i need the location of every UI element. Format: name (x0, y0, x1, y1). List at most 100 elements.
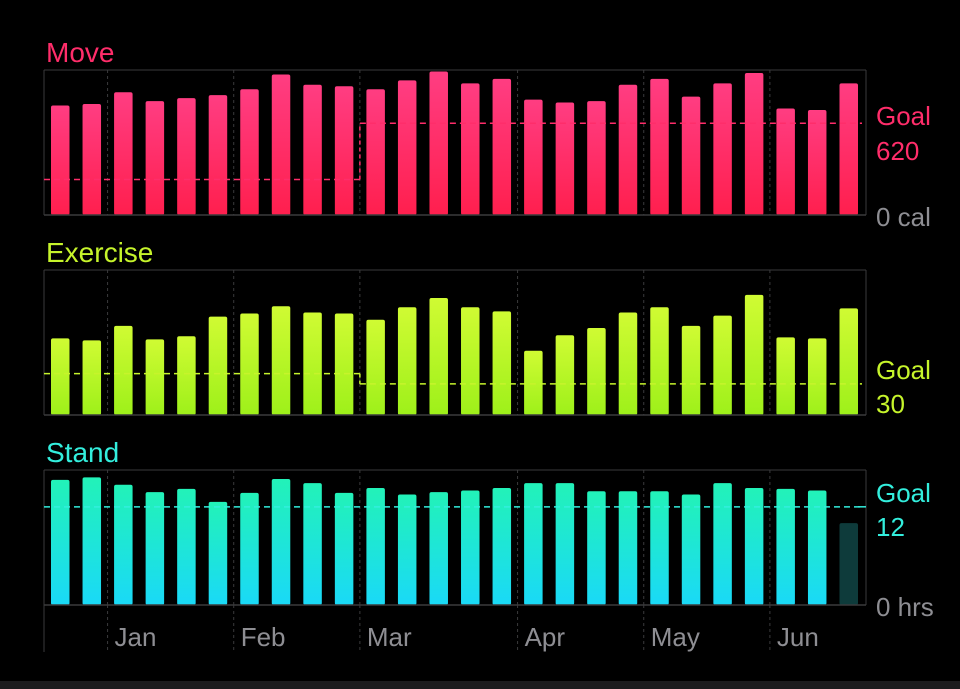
exercise-bar (208, 316, 228, 415)
move-bar (618, 84, 638, 215)
exercise-bar (303, 312, 322, 415)
stand-bar (177, 488, 196, 605)
exercise-bar (650, 307, 669, 415)
stand-bar (429, 492, 448, 605)
stand-bar (807, 490, 827, 605)
exercise-bar (681, 325, 701, 415)
stand-bar (461, 490, 480, 605)
move-bar (524, 99, 543, 215)
exercise-bar (461, 307, 480, 415)
stand-bar (839, 523, 858, 605)
move-bar (145, 101, 165, 215)
exercise-bar (713, 315, 732, 415)
move-bar (334, 86, 354, 215)
exercise-bar (51, 338, 70, 415)
move-bar (776, 108, 795, 215)
exercise-bar (839, 308, 858, 415)
exercise-bar (334, 313, 354, 415)
baseline-label: 0 hrs (876, 592, 934, 622)
goal-value: 30 (876, 389, 905, 419)
stand-bar (555, 483, 575, 605)
goal-value: 620 (876, 136, 919, 166)
move-bar (587, 101, 606, 215)
stand-bar (114, 484, 133, 605)
stand-bar (271, 479, 291, 605)
stand-bar (713, 483, 732, 605)
stand-bar (776, 488, 795, 605)
move-bar (303, 84, 322, 215)
move-bar (177, 98, 196, 215)
panel-exercise: Exercise Goal 30 (43, 237, 931, 419)
move-bar (397, 80, 417, 215)
stand-bar (208, 501, 228, 605)
stand-bar (744, 488, 764, 605)
panel-title: Move (46, 37, 114, 68)
move-bar (492, 78, 512, 215)
move-bar (461, 83, 480, 215)
exercise-bar (492, 311, 512, 415)
stand-bar (303, 483, 322, 605)
panel-stand: Stand Goal 12 0 hrs (43, 437, 934, 622)
move-bar (208, 95, 228, 215)
exercise-bar (366, 319, 385, 415)
exercise-bar (114, 325, 133, 415)
move-bar (240, 89, 259, 215)
stand-bar (397, 494, 417, 605)
exercise-bar (776, 337, 795, 415)
stand-bar (366, 488, 385, 605)
month-label: Apr (525, 622, 566, 652)
month-label: May (651, 622, 700, 652)
move-bar (681, 96, 701, 215)
stand-bar (524, 483, 543, 605)
goal-value: 12 (876, 512, 905, 542)
stand-bar (51, 479, 70, 605)
stand-bar (618, 491, 638, 605)
stand-bar (334, 492, 354, 605)
month-label: Jun (777, 622, 819, 652)
exercise-bar (240, 313, 259, 415)
move-bar (744, 72, 764, 215)
move-bar (807, 109, 827, 215)
month-label: Mar (367, 622, 412, 652)
move-bar (555, 102, 575, 215)
x-axis: Jan Feb Mar Apr May Jun (43, 605, 819, 652)
move-bar (366, 89, 385, 215)
exercise-bar (744, 294, 764, 415)
exercise-bar (524, 350, 543, 415)
exercise-bar (145, 339, 165, 415)
stand-bar (240, 492, 259, 605)
move-bar (82, 104, 102, 215)
exercise-bar (82, 340, 102, 415)
stand-bar (145, 492, 165, 605)
month-label: Feb (241, 622, 286, 652)
baseline-label: 0 cal (876, 202, 931, 232)
exercise-bar (555, 335, 575, 415)
panel-title: Stand (46, 437, 119, 468)
exercise-bar (397, 307, 417, 415)
goal-label: Goal (876, 478, 931, 508)
stand-bar (681, 494, 701, 605)
stand-bar (650, 491, 669, 605)
exercise-bar (271, 306, 291, 415)
exercise-bar (587, 328, 606, 415)
move-bar (650, 78, 669, 215)
move-bar (839, 83, 858, 215)
exercise-bar (177, 336, 196, 415)
goal-label: Goal (876, 355, 931, 385)
move-bar (429, 71, 448, 216)
month-label: Jan (115, 622, 157, 652)
bottom-strip (0, 681, 960, 689)
stand-bar (82, 477, 102, 605)
panel-move: Move Goal 620 0 cal (43, 37, 931, 232)
exercise-bar (618, 312, 638, 415)
exercise-bar (429, 297, 448, 415)
stand-bar (587, 491, 606, 605)
move-bar (114, 92, 133, 215)
exercise-bar (807, 338, 827, 415)
stand-bar (492, 488, 512, 605)
goal-label: Goal (876, 101, 931, 131)
panel-title: Exercise (46, 237, 153, 268)
move-bar (51, 105, 70, 215)
move-bar (713, 83, 732, 215)
